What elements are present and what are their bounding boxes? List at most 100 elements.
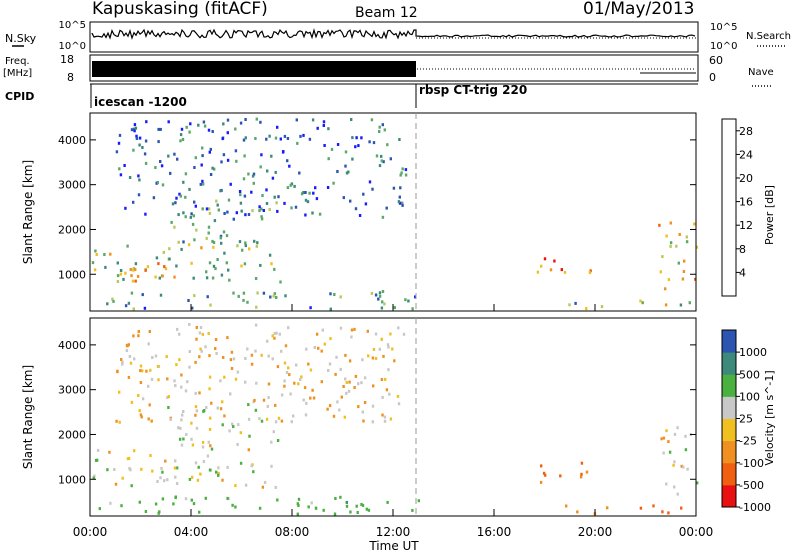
- power-cell: [216, 258, 219, 261]
- power-cell: [95, 253, 98, 256]
- power-cell: [260, 207, 263, 211]
- velocity-cell: [280, 349, 283, 353]
- power-cell: [306, 200, 310, 204]
- velocity-cell: [150, 419, 153, 423]
- power-cell: [289, 183, 292, 187]
- velocity-cell: [290, 420, 293, 424]
- velocity-cell: [254, 349, 257, 353]
- velocity-cell: [203, 409, 206, 412]
- power-cell: [380, 306, 384, 310]
- velocity-cell: [274, 403, 277, 407]
- noise-right-tick-bottom: 10^0: [710, 41, 737, 52]
- velocity-cell: [309, 396, 312, 400]
- power-cell: [238, 240, 242, 244]
- velocity-cell: [207, 440, 210, 444]
- velocity-cell: [180, 443, 184, 447]
- velocity-cell: [387, 368, 390, 372]
- power-cell: [118, 167, 121, 171]
- velocity-cell: [201, 440, 205, 444]
- velocity-cell: [266, 404, 269, 408]
- power-cell: [161, 274, 164, 278]
- velocity-cell: [165, 355, 168, 359]
- velocity-cell: [321, 328, 324, 332]
- velocity-cell: [260, 353, 263, 357]
- power-cell: [378, 125, 381, 129]
- velocity-cell: [214, 338, 218, 341]
- power-cell: [260, 215, 263, 219]
- power-cell: [202, 120, 206, 124]
- power-cell: [265, 188, 268, 192]
- velocity-cell: [190, 421, 193, 425]
- power-cell: [119, 173, 123, 177]
- velocity-cell: [174, 384, 177, 388]
- power-cell: [386, 143, 389, 147]
- power-cell: [193, 294, 196, 298]
- power-cell: [588, 271, 592, 275]
- freq-left-tick-top: 18: [60, 53, 74, 66]
- velocity-cell: [313, 346, 316, 349]
- power-cell: [679, 303, 683, 307]
- power-cell: [137, 174, 140, 178]
- power-cell: [549, 268, 553, 272]
- velocity-cell: [320, 349, 323, 353]
- power-cell: [239, 193, 242, 197]
- velocity-cell: [96, 458, 99, 462]
- velocity-cell: [323, 342, 326, 346]
- power-cell: [111, 297, 114, 301]
- power-cell: [106, 302, 109, 306]
- velocity-cell: [270, 464, 273, 468]
- velocity-cell: [195, 337, 198, 341]
- velocity-cell: [223, 375, 226, 379]
- power-cell: [382, 160, 385, 164]
- velocity-cell: [344, 353, 347, 357]
- velocity-cell: [639, 506, 643, 510]
- power-colorbar-tick-label: 12: [739, 219, 753, 232]
- power-cell: [258, 205, 261, 209]
- velocity-cell: [156, 364, 160, 368]
- velocity-cell: [226, 496, 229, 500]
- power-cell: [173, 275, 176, 279]
- velocity-cell: [180, 373, 183, 377]
- power-cell: [144, 212, 147, 216]
- power-cell: [192, 276, 195, 280]
- power-cell: [277, 195, 280, 199]
- velocity-cell: [202, 460, 206, 463]
- power-cell: [123, 164, 126, 167]
- power-cell: [383, 302, 386, 306]
- power-cell: [664, 287, 667, 291]
- velocity-cell: [673, 485, 676, 489]
- power-cell: [327, 127, 330, 131]
- velocity-cell: [342, 385, 345, 388]
- power-cell: [238, 190, 242, 193]
- velocity-cell: [580, 472, 583, 476]
- power-cell: [256, 241, 259, 245]
- velocity-cell: [195, 326, 198, 329]
- power-cell: [145, 120, 148, 124]
- power-cell: [213, 167, 216, 171]
- power-cell: [385, 206, 388, 210]
- velocity-cell: [668, 450, 672, 454]
- velocity-cell: [283, 379, 286, 383]
- velocity-cell: [317, 346, 320, 350]
- velocity-cell: [299, 378, 302, 381]
- power-cell: [122, 277, 125, 281]
- velocity-cell: [292, 414, 295, 418]
- velocity-cell: [186, 380, 189, 384]
- power-cell: [281, 150, 285, 154]
- power-cell: [254, 277, 258, 280]
- velocity-cell: [156, 480, 159, 483]
- velocity-cell: [305, 401, 308, 405]
- velocity-cell: [652, 504, 655, 508]
- power-cell: [232, 291, 235, 295]
- velocity-cell: [260, 419, 264, 423]
- power-cell: [189, 215, 192, 219]
- power-cell: [685, 235, 688, 239]
- velocity-cell: [388, 392, 391, 396]
- power-cell: [179, 133, 183, 137]
- power-cell: [259, 120, 262, 124]
- power-cell: [175, 264, 178, 268]
- velocity-colorbar-segment: [722, 484, 736, 508]
- velocity-cell: [149, 454, 152, 457]
- velocity-cell: [172, 502, 175, 506]
- velocity-cell: [230, 367, 234, 370]
